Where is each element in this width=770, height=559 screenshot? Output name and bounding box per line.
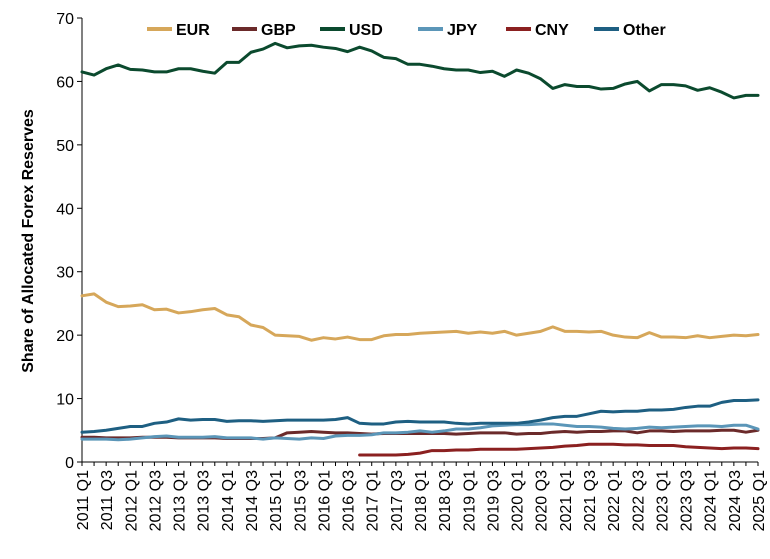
x-tick-label: 2018 Q3 <box>437 470 454 531</box>
x-tick-label: 2020 Q3 <box>534 470 551 531</box>
x-tick-label: 2023 Q3 <box>679 470 696 531</box>
x-tick-label: 2017 Q3 <box>389 470 406 531</box>
y-tick-label: 10 <box>56 392 74 409</box>
x-tick-label: 2019 Q1 <box>461 470 478 531</box>
y-axis-title: Share of Allocated Forex Reserves <box>20 109 37 373</box>
x-tick-label: 2012 Q3 <box>147 470 164 531</box>
series-layer <box>80 41 760 457</box>
x-tick-label: 2017 Q1 <box>365 470 382 531</box>
series-line-eur <box>80 292 760 342</box>
y-tick-label: 20 <box>56 328 74 345</box>
series-line-other <box>80 398 760 434</box>
x-tick-label: 2015 Q1 <box>268 470 285 531</box>
axes: 0 10 20 30 40 50 60 70 2011 Q1 2011 Q3 2012 Q1 2012… <box>56 11 768 531</box>
series-line-cny <box>358 442 760 457</box>
x-tick-label: 2016 Q1 <box>316 470 333 531</box>
legend-label-usd: USD <box>349 22 383 39</box>
x-tick-label: 2014 Q3 <box>244 470 261 531</box>
series-line-usd <box>80 41 760 100</box>
x-tick-label: 2022 Q3 <box>630 470 647 531</box>
y-tick-label: 40 <box>56 201 74 218</box>
x-tick-label: 2021 Q3 <box>582 470 599 531</box>
x-tick-label: 2023 Q1 <box>654 470 671 531</box>
x-tick-label: 2012 Q1 <box>123 470 140 531</box>
x-tick-label: 2021 Q1 <box>558 470 575 531</box>
x-tick-label: 2022 Q1 <box>606 470 623 531</box>
legend-label-cny: CNY <box>535 22 569 39</box>
x-tick-label: 2011 Q1 <box>75 470 92 530</box>
x-tick-label: 2015 Q3 <box>292 470 309 531</box>
y-tick-label: 60 <box>56 74 74 91</box>
y-tick-label: 50 <box>56 138 74 155</box>
x-tick-label: 2013 Q1 <box>172 470 189 531</box>
y-tick-label: 30 <box>56 265 74 282</box>
x-tick-label: 2024 Q3 <box>727 470 744 531</box>
legend-label-jpy: JPY <box>447 22 478 39</box>
legend-label-gbp: GBP <box>261 22 296 39</box>
x-tick-label: 2013 Q3 <box>196 470 213 531</box>
x-tick-label: 2024 Q1 <box>703 470 720 531</box>
x-tick-label: 2025 Q1 <box>751 470 768 531</box>
x-tick-label: 2018 Q1 <box>413 470 430 531</box>
legend: EUR GBP USD JPY CNY Other <box>147 22 666 39</box>
series-line-jpy <box>80 422 760 442</box>
legend-label-eur: EUR <box>176 22 210 39</box>
x-tick-label: 2011 Q3 <box>99 470 116 530</box>
x-tick-label: 2020 Q1 <box>510 470 527 531</box>
x-tick-label: 2014 Q1 <box>220 470 237 531</box>
y-tick-label: 70 <box>56 11 74 28</box>
legend-label-other: Other <box>623 22 666 39</box>
x-tick-label: 2016 Q3 <box>341 470 358 531</box>
x-tick-label: 2019 Q3 <box>485 470 502 531</box>
y-tick-label: 0 <box>65 455 74 472</box>
